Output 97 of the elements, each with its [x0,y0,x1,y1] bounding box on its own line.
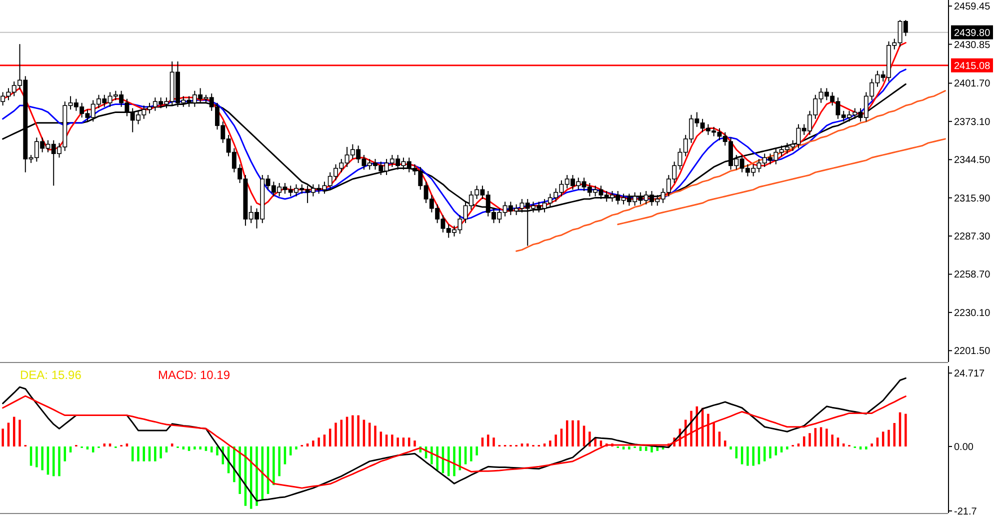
y-tick-label: 2230.10 [954,308,991,319]
bar [7,422,10,446]
bar [396,438,399,446]
y-tick-label: 2430.85 [954,40,991,51]
y-tick-label: 2344.50 [954,155,991,166]
bar [323,434,326,446]
bar [30,446,32,466]
bar [142,446,146,462]
bar [707,414,710,446]
bar [572,420,574,446]
bar [64,446,66,462]
bar [763,446,766,462]
bar [690,410,692,446]
line-series [2,395,906,489]
bar [160,446,162,458]
y-tick-label: 2315.90 [954,193,991,204]
bar [18,420,21,446]
bar [836,438,840,446]
bar [735,446,738,458]
bar [808,433,811,446]
bar [769,446,772,458]
bar [486,434,490,446]
y-tick-label: 2373.10 [954,116,991,128]
bar [391,434,394,446]
bar [882,432,884,446]
bar [826,428,828,446]
bar [36,446,38,468]
bar [628,446,630,450]
bar [256,446,258,506]
bar [154,446,156,462]
bar [554,434,557,446]
bar [650,446,653,452]
bar [730,446,732,450]
bar [453,446,456,476]
bar [385,434,388,446]
bar [289,446,292,456]
y-tick-label: 2287.30 [954,232,991,243]
ref-line-label: 2439.80 [954,28,991,39]
bar [888,430,890,446]
bar [312,440,314,446]
bar [318,438,320,446]
bar [414,440,416,446]
bar [58,446,60,476]
bar [876,438,879,446]
bar [470,446,472,462]
bar [904,414,907,446]
bar [476,446,478,456]
bar [492,438,495,446]
bar [774,446,778,456]
bar [352,415,354,446]
line-series [516,90,946,252]
bar [870,444,873,446]
bar [368,422,371,446]
bar [820,427,822,446]
bar [752,446,754,466]
bar [272,446,275,486]
y-tick-label: 2201.50 [954,346,991,358]
y-tick-label: 24.717 [954,368,986,380]
y-tick-label: 2459.45 [954,2,991,13]
bar [712,422,715,446]
bar [216,446,218,456]
bar [41,446,44,470]
y-tick-label: 0.00 [954,442,974,453]
y-tick-label: -21.7 [954,506,978,515]
bar [188,446,190,451]
annotation: DEA: 15.96 [20,368,82,382]
bar [786,446,788,450]
bar [380,432,382,446]
bar [357,415,360,446]
bar [137,446,140,462]
bar [644,446,648,451]
y-tick-label: 2258.70 [954,270,991,281]
bar [430,446,433,464]
bar [131,446,134,462]
bar [374,426,376,446]
bar [639,446,642,451]
bar [865,446,868,450]
bar [549,440,552,446]
bar [2,428,4,446]
bar [402,438,405,446]
bar [148,446,151,462]
bar [746,446,749,466]
line-series [617,138,946,226]
bar [334,422,337,446]
bar [199,446,202,450]
ref-line-label: 2415.08 [954,60,991,72]
bar [238,446,241,494]
bar [194,446,196,450]
bar [204,446,208,451]
annotation: MACD: 10.19 [158,368,230,382]
bar [831,434,834,446]
bar [481,438,484,446]
y-tick-label: 2401.70 [954,78,991,90]
bar [408,438,410,446]
bar [278,446,280,476]
bar [718,432,721,446]
bar [295,446,298,450]
